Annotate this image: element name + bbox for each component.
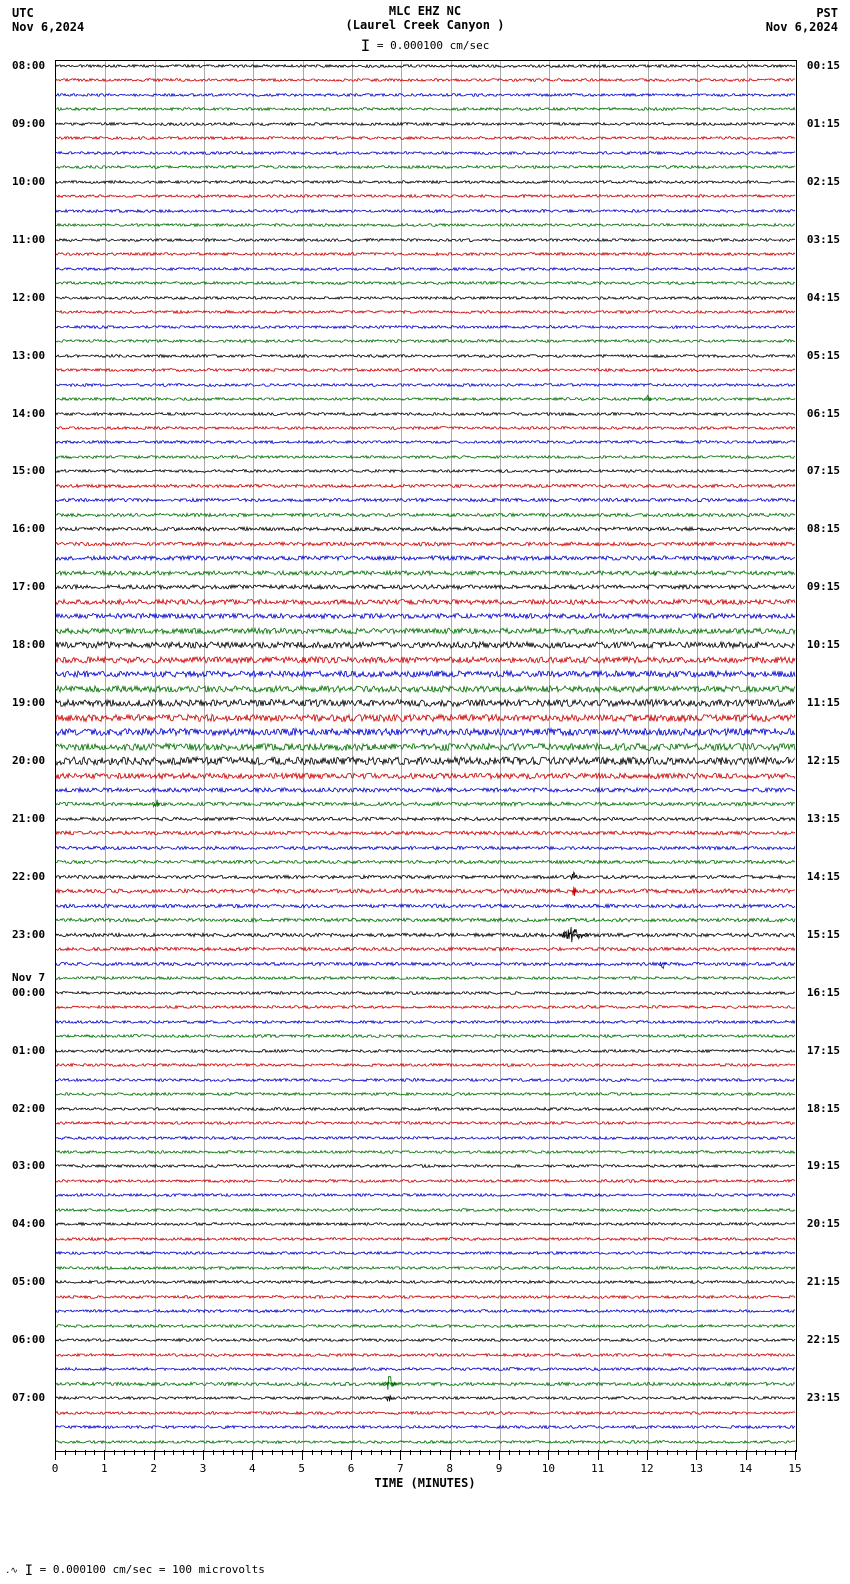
pst-time-label: 09:15 — [807, 580, 840, 593]
utc-time-label: 06:00 — [12, 1333, 45, 1346]
pst-time-label: 02:15 — [807, 175, 840, 188]
pst-time-label: 16:15 — [807, 986, 840, 999]
pst-time-label: 22:15 — [807, 1333, 840, 1346]
pst-time-label: 07:15 — [807, 464, 840, 477]
utc-time-label: 22:00 — [12, 870, 45, 883]
x-tick-label: 5 — [298, 1462, 305, 1475]
pst-time-label: 17:15 — [807, 1044, 840, 1057]
x-tick-label: 1 — [101, 1462, 108, 1475]
x-tick-label: 3 — [200, 1462, 207, 1475]
utc-time-label: 07:00 — [12, 1391, 45, 1404]
utc-time-label: 14:00 — [12, 407, 45, 420]
utc-time-label: 17:00 — [12, 580, 45, 593]
footer-text: = 0.000100 cm/sec = 100 microvolts — [40, 1563, 265, 1576]
pst-time-label: 15:15 — [807, 928, 840, 941]
station-subtitle: (Laurel Creek Canyon ) — [0, 18, 850, 32]
pst-time-label: 03:15 — [807, 233, 840, 246]
x-tick-label: 0 — [52, 1462, 59, 1475]
x-tick-label: 8 — [446, 1462, 453, 1475]
footer-scale: .∿ I = 0.000100 cm/sec = 100 microvolts — [5, 1563, 265, 1579]
x-tick-label: 7 — [397, 1462, 404, 1475]
utc-time-label: 23:00 — [12, 928, 45, 941]
pst-time-label: 05:15 — [807, 349, 840, 362]
pst-time-label: 12:15 — [807, 754, 840, 767]
pst-time-label: 20:15 — [807, 1217, 840, 1230]
date-change-marker: Nov 7 — [12, 971, 45, 984]
utc-time-label: 15:00 — [12, 464, 45, 477]
x-tick-label: 2 — [150, 1462, 157, 1475]
pst-time-label: 01:15 — [807, 117, 840, 130]
utc-time-label: 12:00 — [12, 291, 45, 304]
x-axis-title: TIME (MINUTES) — [55, 1476, 795, 1490]
pst-time-label: 08:15 — [807, 522, 840, 535]
x-tick-label: 9 — [496, 1462, 503, 1475]
x-tick-label: 11 — [591, 1462, 604, 1475]
utc-time-label: 13:00 — [12, 349, 45, 362]
x-axis: TIME (MINUTES) 0123456789101112131415 — [55, 1450, 795, 1480]
x-tick-label: 14 — [739, 1462, 752, 1475]
utc-time-label: 04:00 — [12, 1217, 45, 1230]
pst-time-label: 19:15 — [807, 1159, 840, 1172]
utc-time-label: 21:00 — [12, 812, 45, 825]
utc-time-label: 00:00 — [12, 986, 45, 999]
utc-time-label: 05:00 — [12, 1275, 45, 1288]
utc-time-label: 16:00 — [12, 522, 45, 535]
utc-time-label: 18:00 — [12, 638, 45, 651]
pst-time-label: 23:15 — [807, 1391, 840, 1404]
pst-time-label: 13:15 — [807, 812, 840, 825]
station-title: MLC EHZ NC — [0, 4, 850, 18]
utc-time-label: 03:00 — [12, 1159, 45, 1172]
pst-time-label: 04:15 — [807, 291, 840, 304]
utc-time-label: 11:00 — [12, 233, 45, 246]
x-tick-label: 10 — [542, 1462, 555, 1475]
seismogram-container: UTC Nov 6,2024 PST Nov 6,2024 MLC EHZ NC… — [0, 0, 850, 1584]
pst-time-label: 11:15 — [807, 696, 840, 709]
pst-time-label: 10:15 — [807, 638, 840, 651]
x-tick-label: 4 — [249, 1462, 256, 1475]
x-tick-label: 15 — [788, 1462, 801, 1475]
utc-time-label: 20:00 — [12, 754, 45, 767]
pst-time-label: 18:15 — [807, 1102, 840, 1115]
utc-time-label: 19:00 — [12, 696, 45, 709]
utc-time-label: 01:00 — [12, 1044, 45, 1057]
x-tick-label: 13 — [690, 1462, 703, 1475]
x-tick-label: 12 — [640, 1462, 653, 1475]
pst-time-label: 21:15 — [807, 1275, 840, 1288]
pst-time-label: 06:15 — [807, 407, 840, 420]
x-tick-label: 6 — [348, 1462, 355, 1475]
utc-time-label: 10:00 — [12, 175, 45, 188]
pst-time-label: 00:15 — [807, 59, 840, 72]
utc-time-label: 09:00 — [12, 117, 45, 130]
pst-time-label: 14:15 — [807, 870, 840, 883]
utc-time-label: 02:00 — [12, 1102, 45, 1115]
seismogram-plot — [55, 60, 797, 1452]
utc-time-label: 08:00 — [12, 59, 45, 72]
